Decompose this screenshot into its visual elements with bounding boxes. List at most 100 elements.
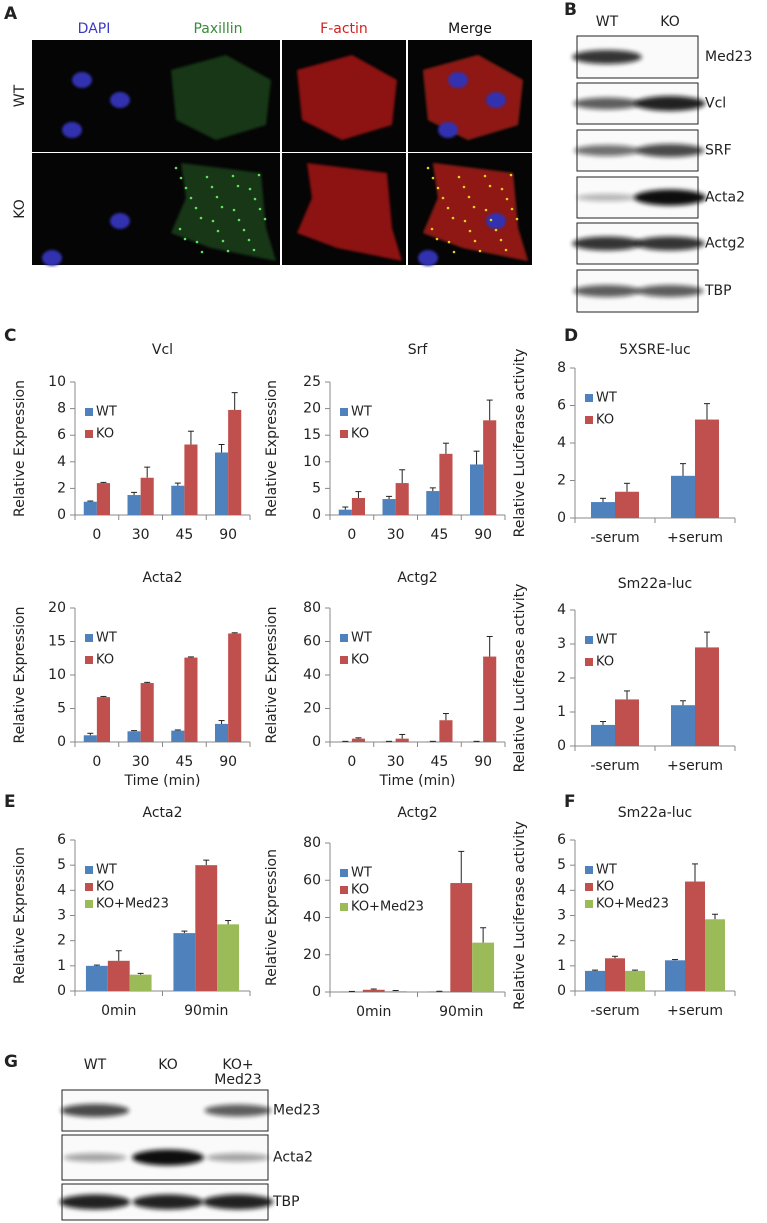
- blot-band: [573, 97, 641, 110]
- error-bar: [473, 450, 480, 465]
- bar: [184, 444, 198, 515]
- x-tick-label: 0: [92, 527, 101, 543]
- chart-title: 5XSRE-luc: [619, 342, 690, 358]
- adhesion: [435, 237, 439, 241]
- micrograph-content: [297, 163, 402, 261]
- error-bar: [386, 495, 393, 500]
- legend-label: KO+Med23: [96, 897, 169, 912]
- error-bar: [458, 850, 465, 884]
- adhesion: [426, 166, 430, 170]
- legend-label: WT: [96, 631, 117, 646]
- x-tick-label: 30: [387, 754, 405, 770]
- adhesion: [231, 174, 235, 178]
- legend-label: KO: [596, 413, 614, 428]
- nucleus: [62, 122, 82, 138]
- legend-label: WT: [596, 863, 617, 878]
- adhesion: [252, 248, 256, 252]
- bar: [439, 720, 453, 742]
- x-tick-label: 90: [474, 527, 492, 543]
- y-tick-label: 20: [303, 947, 321, 963]
- y-tick-label: 80: [303, 600, 321, 616]
- bar: [395, 483, 409, 515]
- chart-title: Sm22a-luc: [618, 805, 692, 821]
- y-tick-label: 0: [57, 734, 66, 750]
- micrograph-content: [297, 55, 397, 140]
- error-bar: [680, 463, 686, 476]
- y-tick-label: 15: [303, 427, 321, 443]
- error-bar: [231, 632, 238, 634]
- bar: [83, 501, 97, 515]
- nucleus: [110, 92, 130, 108]
- x-tick-label: 90: [219, 754, 237, 770]
- bar: [184, 657, 198, 742]
- x-tick-label: -serum: [590, 758, 639, 774]
- nucleus: [486, 92, 506, 108]
- blot-label: Acta2: [705, 190, 745, 206]
- adhesion: [189, 196, 193, 200]
- y-tick-label: 20: [303, 401, 321, 417]
- blot-band: [132, 1149, 204, 1166]
- x-axis-label: Time (min): [123, 773, 200, 789]
- adhesion: [216, 229, 220, 233]
- adhesion: [258, 207, 262, 211]
- bar: [426, 491, 440, 515]
- micrograph-content: [62, 72, 130, 138]
- adhesion: [195, 240, 199, 244]
- nucleus: [72, 72, 92, 88]
- bar: [705, 919, 725, 991]
- legend-swatch: [85, 656, 93, 664]
- x-axis-label: Time (min): [378, 773, 455, 789]
- adhesion: [205, 175, 209, 179]
- nucleus: [110, 213, 130, 229]
- nucleus: [418, 250, 438, 266]
- legend-swatch: [85, 634, 93, 642]
- x-tick-label: 45: [175, 754, 193, 770]
- bar: [695, 419, 719, 518]
- y-tick-label: 3: [557, 636, 566, 652]
- error-bar: [600, 497, 606, 503]
- adhesion: [488, 184, 492, 188]
- y-tick-label: 0: [312, 734, 321, 750]
- legend-label: WT: [596, 391, 617, 406]
- y-tick-label: 0: [557, 510, 566, 526]
- blot-band: [202, 1194, 274, 1210]
- y-tick-label: 0: [57, 507, 66, 523]
- legend-label: WT: [351, 866, 372, 881]
- y-tick-label: 0: [312, 984, 321, 1000]
- legend-swatch: [585, 883, 593, 891]
- column-header: Merge: [448, 21, 492, 37]
- adhesion: [499, 238, 503, 242]
- legend-swatch: [340, 656, 348, 664]
- micrograph-content: [171, 163, 276, 261]
- error-bar: [137, 972, 144, 975]
- legend-label: KO: [596, 880, 614, 895]
- error-bar: [612, 955, 618, 959]
- adhesion: [183, 237, 187, 241]
- x-tick-label: 30: [132, 527, 150, 543]
- y-tick-label: 6: [557, 832, 566, 848]
- x-tick-label: +serum: [667, 1003, 723, 1019]
- panel-label: F: [564, 792, 576, 812]
- y-tick-label: 0: [557, 738, 566, 754]
- bar: [129, 974, 152, 991]
- error-bar: [712, 913, 718, 920]
- error-bar: [342, 506, 349, 510]
- y-tick-label: 1: [557, 958, 566, 974]
- error-bar: [231, 392, 238, 410]
- legend-swatch: [85, 430, 93, 438]
- bar: [215, 452, 229, 515]
- y-tick-label: 80: [303, 835, 321, 851]
- adhesion: [199, 216, 203, 220]
- x-tick-label: -serum: [590, 1003, 639, 1019]
- y-tick-label: 8: [57, 401, 66, 417]
- bar: [228, 633, 242, 742]
- bar: [585, 970, 605, 991]
- error-bar: [87, 500, 94, 502]
- bar: [83, 735, 97, 742]
- adhesion: [430, 227, 434, 231]
- chart-title: Srf: [408, 342, 429, 358]
- error-bar: [442, 442, 449, 454]
- legend-swatch: [585, 416, 593, 424]
- adhesion: [174, 166, 178, 170]
- adhesion: [200, 250, 204, 254]
